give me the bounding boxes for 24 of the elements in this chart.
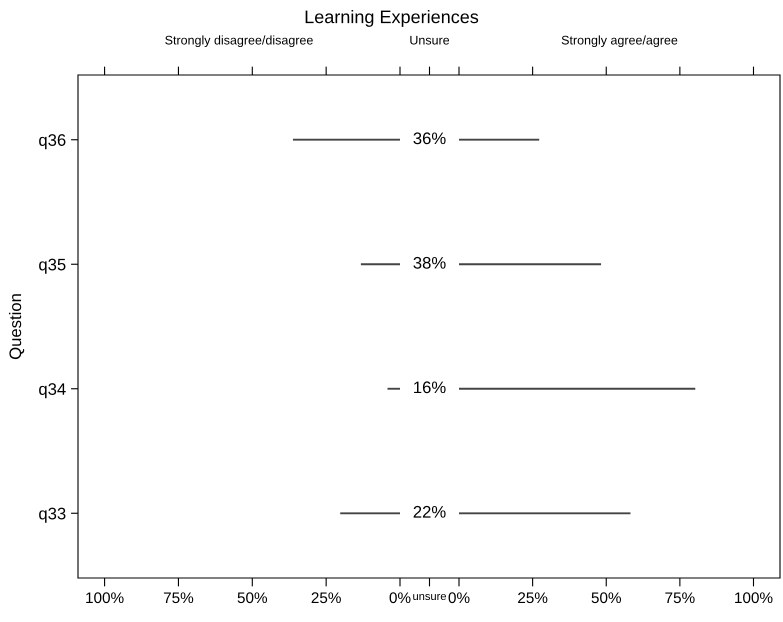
y-tick-label: q33 [39, 508, 66, 523]
y-tick-label: q34 [39, 383, 66, 398]
text: 22% [414, 506, 446, 518]
y-axis-title: Question [8, 294, 24, 360]
x-tick-label: 50% [238, 592, 268, 604]
y-tick-label: q35 [39, 258, 66, 274]
text: 16% [414, 381, 446, 394]
x-tick-label: 0% [390, 592, 410, 604]
text: Unsure [410, 36, 450, 45]
x-tick-label: 25% [312, 592, 341, 604]
x-tick-label: 0% [448, 592, 470, 604]
text: 36% [413, 132, 446, 144]
x-tick-label: 75% [665, 592, 695, 604]
y-tick-label: q36 [39, 134, 66, 150]
chart-title: Learning Experiences [306, 10, 478, 27]
chart-subtitle: Strongly disagree/disagree [165, 35, 313, 48]
x-tick-label: 75% [164, 592, 194, 604]
x-tick-label: 100% [735, 592, 772, 604]
chart-subtitle: Strongly agree/agree [562, 35, 678, 48]
text: unsure [413, 594, 446, 600]
x-tick-label: 100% [86, 592, 124, 604]
x-tick-label: 25% [518, 592, 548, 604]
x-tick-label: 50% [592, 592, 621, 604]
text: 38% [413, 256, 446, 269]
